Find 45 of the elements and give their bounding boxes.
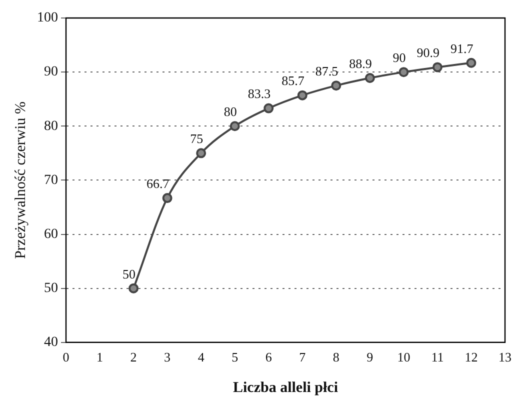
x-tick-label: 0 <box>62 350 70 365</box>
x-tick-label: 10 <box>397 350 410 365</box>
point <box>364 73 375 84</box>
data-label: 91.7 <box>450 40 474 56</box>
point <box>230 121 240 132</box>
point <box>432 62 442 72</box>
x-tick-label: 4 <box>198 350 205 365</box>
point <box>128 283 139 294</box>
data-label: 83.3 <box>248 86 271 102</box>
data-label: 90 <box>392 50 406 65</box>
point <box>264 103 274 114</box>
point <box>331 80 342 91</box>
data-label: 75 <box>190 131 204 146</box>
data-label: 80 <box>224 104 237 120</box>
y-axis-title: Przeżywalność czerwiu % <box>12 101 29 259</box>
x-tick-label: 12 <box>464 350 478 365</box>
point <box>297 90 308 100</box>
x-tick-label: 1 <box>96 350 104 365</box>
data-label: 50 <box>122 266 136 282</box>
y-tick-label: 90 <box>44 64 58 80</box>
y-tick-label: 50 <box>44 281 58 296</box>
data-label: 88.9 <box>349 56 372 71</box>
data-label: 85.7 <box>282 73 305 88</box>
data-label: 66.7 <box>146 176 170 191</box>
data-label: 90.9 <box>416 45 440 60</box>
x-tick-label: 5 <box>232 350 238 365</box>
x-tick-label: 2 <box>130 350 137 365</box>
x-tick-label: 13 <box>498 350 512 365</box>
y-tick-label: 100 <box>37 10 58 26</box>
y-tick-label: 40 <box>44 335 58 350</box>
x-tick-label: 6 <box>265 350 272 365</box>
point <box>398 67 409 78</box>
x-tick-label: 9 <box>366 350 374 365</box>
point <box>162 193 172 204</box>
y-tick-label: 70 <box>44 172 58 188</box>
x-tick-label: 3 <box>164 350 171 365</box>
x-tick-label: 8 <box>332 350 340 365</box>
y-tick-label: 80 <box>44 118 58 134</box>
x-tick-label: 7 <box>299 350 306 365</box>
x-axis-title: Liczba alleli płci <box>233 380 338 396</box>
data-label: 87.5 <box>315 64 338 79</box>
point <box>196 148 206 158</box>
point <box>466 58 476 68</box>
x-tick-label: 11 <box>431 350 444 365</box>
y-tick-label: 60 <box>44 226 58 242</box>
